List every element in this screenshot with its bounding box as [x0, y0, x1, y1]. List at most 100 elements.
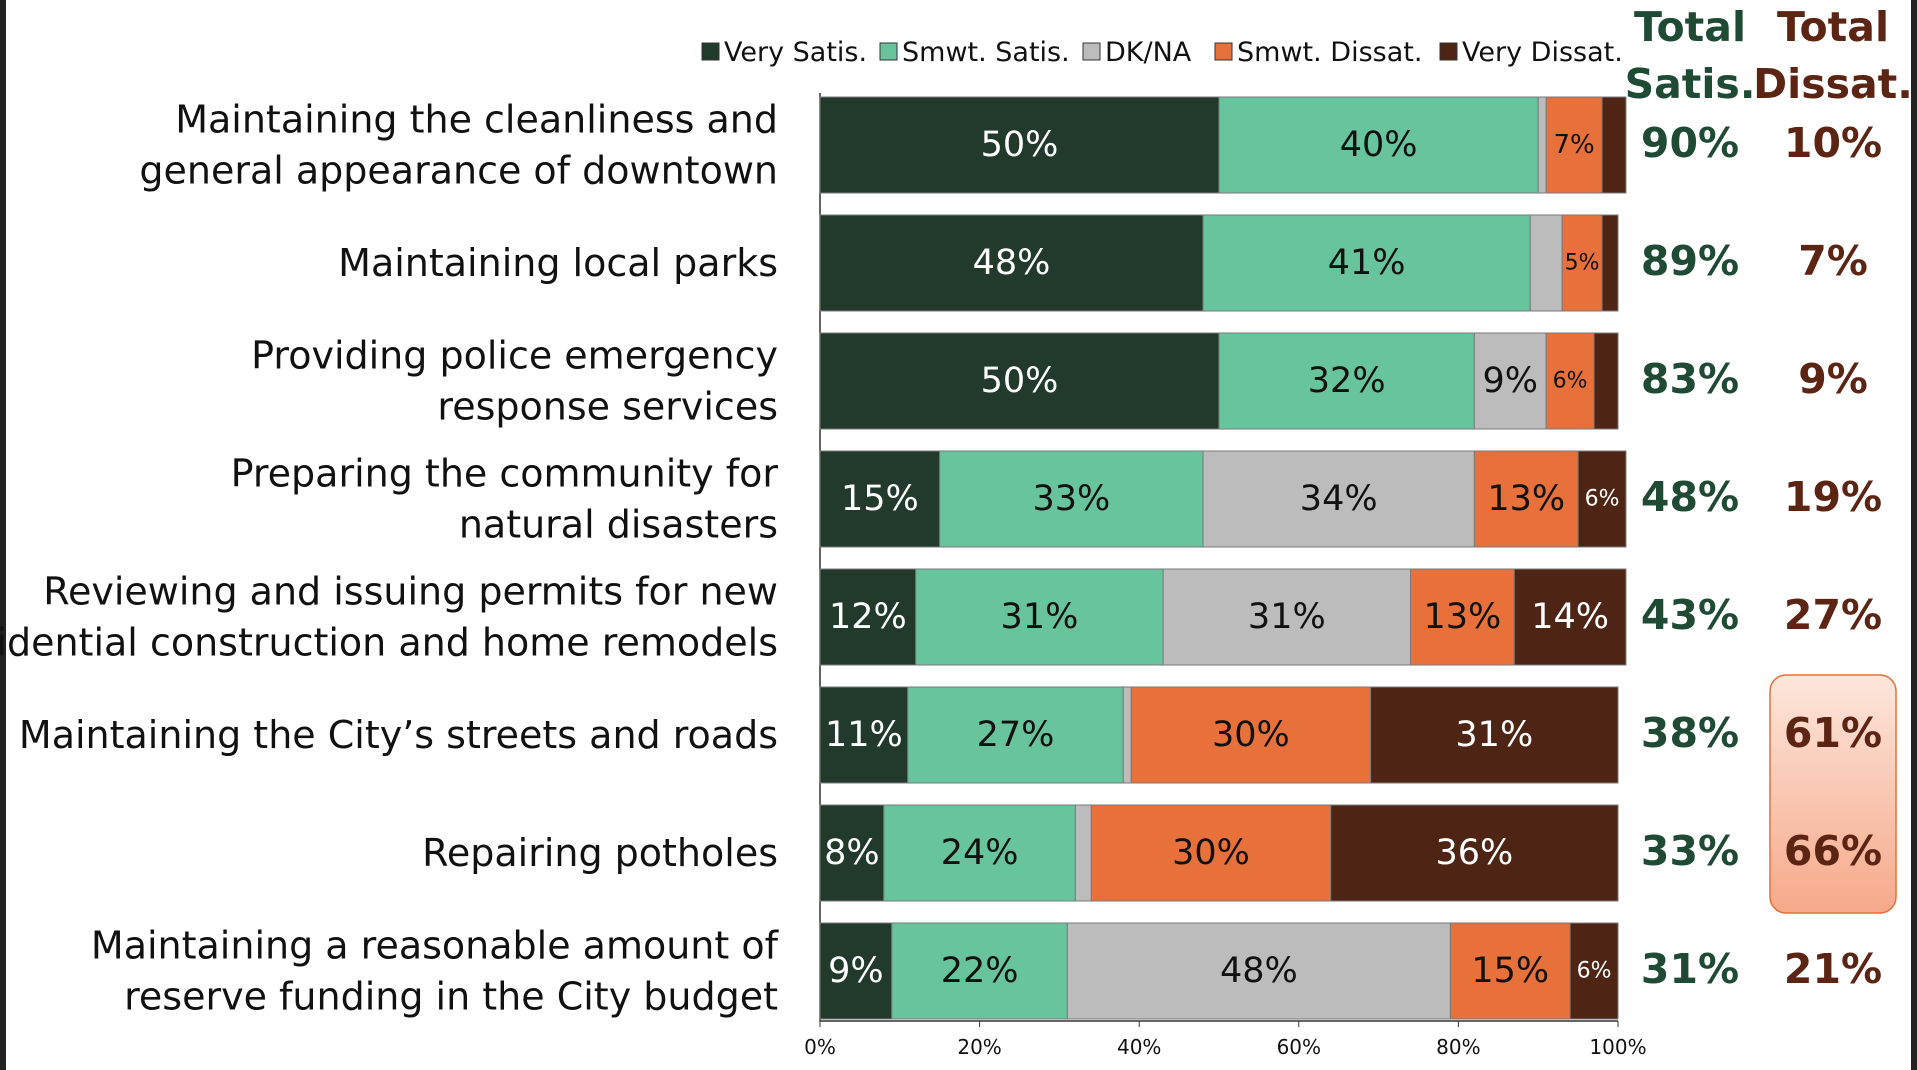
category-label: Repairing potholes: [422, 831, 778, 875]
legend-swatch: [1439, 42, 1458, 61]
bar-segment: [1162, 568, 1412, 666]
bar-segment: [819, 214, 1204, 312]
bar-row: 9% 22% 48% 15% 6%: [819, 922, 1619, 1020]
legend-label: Very Satis.: [724, 37, 867, 68]
bar-segment: [1545, 96, 1603, 194]
total-satisfied-value: 90%: [1641, 119, 1739, 167]
bar-segment: [1090, 804, 1332, 902]
category-label: Maintaining a reasonable amount of: [91, 924, 780, 968]
data-label: 40%: [1340, 125, 1418, 165]
data-label: 48%: [1220, 951, 1298, 991]
data-label: 31%: [1455, 715, 1533, 755]
bar-segment: [819, 568, 917, 666]
total-dissatisfied-header: Total: [1777, 3, 1889, 51]
category-label: residential construction and home remode…: [0, 621, 778, 665]
bar-row: 50% 32% 9% 6%: [819, 332, 1619, 430]
bar-segment: [1561, 214, 1603, 312]
total-satisfied-header: Total: [1634, 3, 1746, 51]
legend-label: Smwt. Satis.: [902, 37, 1070, 68]
data-label: 9%: [1483, 361, 1539, 401]
legend: Very Satis. Smwt. Satis. DK/NA Smwt. Dissat…: [701, 37, 1623, 68]
bar-segment: [1593, 332, 1619, 430]
bar-row: 12% 31% 31% 13% 14%: [819, 568, 1627, 666]
total-dissatisfied-value: 66%: [1784, 827, 1882, 875]
bar-segment: [1473, 332, 1547, 430]
data-label: 31%: [1001, 597, 1079, 637]
category-label: Preparing the community for: [231, 452, 779, 496]
totals-columns: 90% 10% 89% 7% 83% 9% 48% 19% 43% 27% 38% 61% 33% 66%…: [1625, 3, 1913, 993]
data-label: 6%: [1585, 487, 1620, 512]
data-label: 13%: [1423, 597, 1501, 637]
bar-row: 50% 40% 7%: [819, 96, 1627, 194]
data-label: 11%: [825, 715, 903, 755]
category-label: Providing police emergency: [251, 334, 778, 378]
x-tick-label: 60%: [1277, 1035, 1321, 1059]
bar-segment: [1330, 804, 1619, 902]
bar-segment: [1066, 922, 1451, 1020]
total-dissatisfied-value: 27%: [1784, 591, 1882, 639]
bar-segment: [1601, 96, 1627, 194]
bar-segment: [819, 686, 909, 784]
bar-segment: [819, 804, 885, 902]
data-label: 33%: [1032, 479, 1110, 519]
category-label: Maintaining local parks: [338, 241, 778, 285]
data-label: 41%: [1328, 243, 1406, 283]
data-label: 30%: [1212, 715, 1290, 755]
bar-segment: [819, 96, 1220, 194]
bar-segment: [939, 450, 1204, 548]
bar-row: 15% 33% 34% 13% 6%: [819, 450, 1627, 548]
total-satisfied-value: 43%: [1641, 591, 1739, 639]
total-dissatisfied-value: 9%: [1798, 355, 1868, 403]
bar-row: 11% 27% 30% 31%: [819, 686, 1619, 784]
legend-swatch: [1214, 42, 1233, 61]
bar-segment: [1449, 922, 1571, 1020]
bar-segment: [907, 686, 1124, 784]
category-label: reserve funding in the City budget: [124, 975, 778, 1019]
bar-segment: [1545, 332, 1595, 430]
total-satisfied-value: 31%: [1641, 945, 1739, 993]
x-tick-label: 0%: [804, 1035, 836, 1059]
total-satisfied-value: 38%: [1641, 709, 1739, 757]
total-dissatisfied-value: 21%: [1784, 945, 1882, 993]
data-label: 32%: [1308, 361, 1386, 401]
bar-segment: [1122, 686, 1132, 784]
category-label: general appearance of downtown: [139, 149, 778, 193]
legend-label: DK/NA: [1105, 37, 1192, 68]
total-dissatisfied-header: Dissat.: [1753, 60, 1913, 108]
category-label: Maintaining the cleanliness and: [175, 98, 778, 142]
bar-segment: [1202, 450, 1475, 548]
highlight-box: [1769, 674, 1897, 914]
legend-swatch: [701, 42, 720, 61]
legend-swatch: [1082, 42, 1101, 61]
right-frame-border: [1911, 0, 1917, 1070]
x-tick-label: 40%: [1117, 1035, 1161, 1059]
bar-segment: [819, 922, 893, 1020]
category-label: Maintaining the City’s streets and roads: [19, 713, 778, 757]
bar-segment: [883, 804, 1076, 902]
legend-label: Smwt. Dissat.: [1237, 37, 1422, 68]
total-satisfied-value: 83%: [1641, 355, 1739, 403]
total-satisfied-header: Satis.: [1625, 60, 1756, 108]
left-frame-border: [0, 0, 6, 1070]
bar-row: 48% 41% 5%: [819, 214, 1619, 312]
data-label: 9%: [828, 951, 884, 991]
x-tick-label: 80%: [1436, 1035, 1480, 1059]
category-label: natural disasters: [459, 503, 778, 547]
category-labels: Maintaining the cleanliness and general a…: [0, 98, 780, 1019]
data-label: 27%: [977, 715, 1055, 755]
data-label: 7%: [1553, 130, 1594, 160]
bars: 50% 40% 7% 48% 41% 5% 50% 32% 9% 6% 15% 33% 34% 13% 6%…: [819, 96, 1627, 1020]
bar-segment: [819, 450, 941, 548]
data-label: 13%: [1487, 479, 1565, 519]
data-label: 12%: [829, 597, 907, 637]
data-label: 24%: [941, 833, 1019, 873]
bar-segment: [1370, 686, 1619, 784]
total-dissatisfied-value: 7%: [1798, 237, 1868, 285]
bar-segment: [1218, 332, 1475, 430]
total-satisfied-value: 89%: [1641, 237, 1739, 285]
data-label: 6%: [1553, 369, 1588, 394]
data-label: 14%: [1531, 597, 1609, 637]
data-label: 48%: [973, 243, 1051, 283]
bar-segment: [915, 568, 1164, 666]
